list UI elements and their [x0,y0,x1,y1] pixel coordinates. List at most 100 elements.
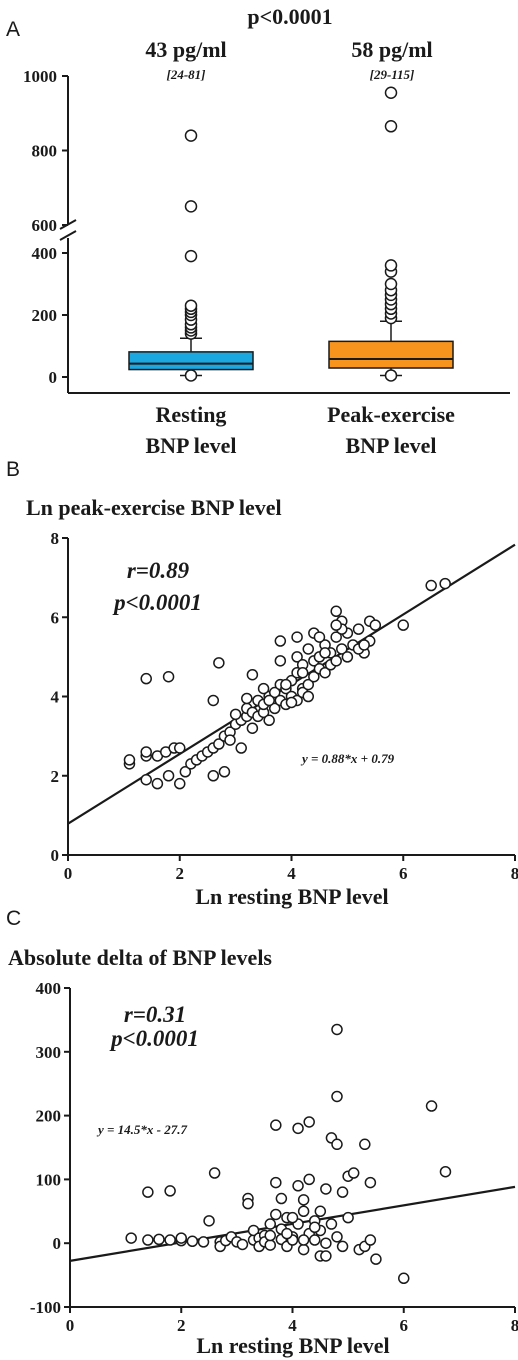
outlier-point [184,129,198,142]
data-point [425,1100,438,1112]
box-iqr [128,351,254,371]
data-point [247,1224,260,1237]
x-category-peak-line2: BNP level [345,433,436,458]
data-point [331,1138,343,1151]
panel-b-points [123,577,451,790]
x-category-resting-line1: Resting [156,402,227,427]
data-point [270,1176,282,1189]
panel-b-label: B [6,458,20,481]
data-point [125,1232,137,1244]
data-point [174,777,186,790]
data-point [270,1208,282,1221]
data-point [347,1167,360,1179]
data-point [319,647,331,659]
data-point [359,1138,371,1151]
data-point [336,643,348,655]
data-point [207,694,220,707]
data-point [140,672,152,685]
outlier-point [384,277,398,291]
data-point [336,1186,349,1198]
data-point [224,734,236,746]
panel-a-y-tick-label: 0 [49,368,58,387]
panel-a-y-tick-label: 600 [32,216,58,235]
outlier-point [184,369,198,382]
data-point [246,668,259,681]
panel-c-ticks: 0 2 4 6 8 -100 0 100 200 300 400 [30,979,518,1335]
panel-a-y-ticks: 0 200 400 600 800 1000 [23,67,68,387]
data-point [264,1218,276,1230]
panel-c-title: Absolute delta of BNP levels [8,945,272,970]
data-point [153,1233,165,1246]
data-point [151,777,164,790]
x-tick-label: 6 [400,1316,409,1335]
data-point [291,651,303,663]
box-peak-exercise [328,86,454,382]
panel-c-x-label: Ln resting BNP level [196,1333,389,1358]
panel-b-r-value: r=0.89 [127,558,190,583]
data-point [352,623,365,635]
panel-a-y-tick-label: 400 [32,244,58,263]
data-point [296,666,309,679]
data-point [439,1165,452,1178]
data-point [186,1235,199,1248]
x-tick-label: 4 [287,864,296,883]
panel-c-scatter: C Absolute delta of BNP levels 0 2 4 6 8 -100… [6,907,518,1358]
panel-a-label: A [6,18,20,41]
data-point [320,1183,332,1195]
data-point [398,1272,410,1285]
data-point [123,754,136,766]
data-point [281,1227,293,1240]
data-point [291,631,303,643]
panel-b-x-label: Ln resting BNP level [195,884,388,909]
data-point [314,1205,327,1218]
outlier-point [384,369,398,382]
y-tick-label: 2 [51,767,60,786]
data-point [292,1180,304,1192]
data-point [342,1211,354,1224]
data-point [162,670,175,683]
axis-break-mark-bottom [59,230,77,241]
data-point [264,1229,276,1242]
data-point [263,694,275,707]
data-point [162,770,175,782]
panel-a-boxplot: A p<0.0001 43 pg/ml [24-81] 58 pg/ml [29… [6,4,510,458]
data-point [292,1122,304,1135]
data-point [313,631,326,643]
data-point [303,1116,315,1128]
box-iqr [328,340,454,369]
data-point [369,619,382,631]
y-tick-label: 0 [53,1234,62,1253]
x-category-peak-line1: Peak-exercise [327,402,455,427]
x-tick-label: 2 [176,864,185,883]
data-point [275,1192,288,1205]
data-point [439,577,451,590]
panel-a-y-tick-label: 800 [32,142,58,161]
outlier-point [184,249,198,263]
outlier-point [384,86,398,100]
data-point [303,1173,315,1186]
data-point [336,1240,349,1253]
data-point [264,1239,276,1251]
panel-a-p-value: p<0.0001 [247,4,332,29]
panel-c-r-value: r=0.31 [124,1002,186,1027]
y-tick-label: 100 [36,1170,62,1189]
data-point [320,1237,332,1249]
panel-a-y-tick-label: 200 [32,306,58,325]
data-point [297,1205,310,1218]
data-point [229,708,242,721]
x-tick-label: 0 [66,1316,75,1335]
data-point [331,1090,343,1103]
x-category-resting-line2: BNP level [145,433,236,458]
data-point [297,1194,310,1206]
data-point [179,766,192,778]
data-point [142,1234,154,1246]
panel-a-y-tick-label: 1000 [23,67,57,86]
data-point [320,1250,332,1262]
outlier-point [184,299,198,312]
data-point [203,1215,215,1227]
y-tick-label: -100 [30,1298,61,1317]
data-point [425,579,437,592]
data-point [341,651,354,663]
y-tick-label: 4 [51,688,60,707]
